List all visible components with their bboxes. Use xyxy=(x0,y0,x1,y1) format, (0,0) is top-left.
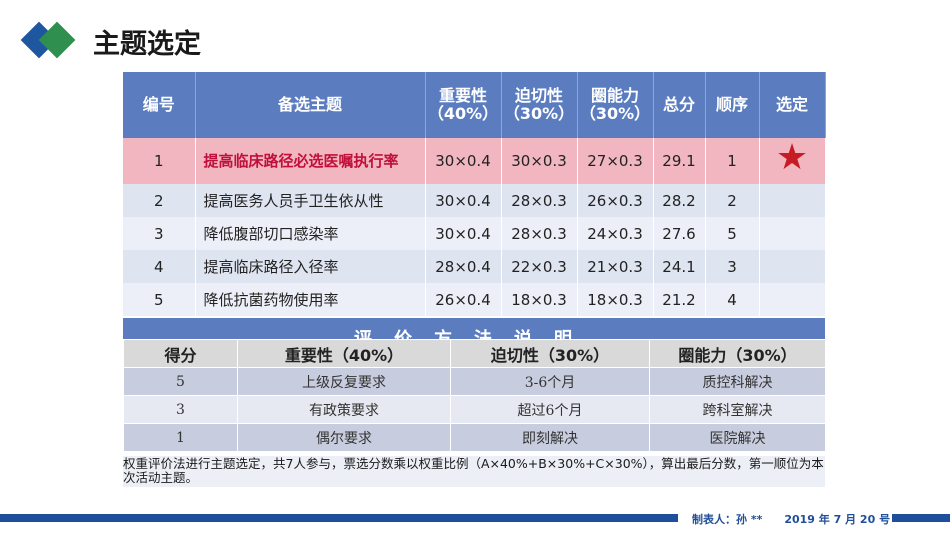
cell-capability: 21×0.3 xyxy=(577,250,654,283)
cell-total: 28.2 xyxy=(653,184,706,217)
cell-selected xyxy=(759,250,826,283)
method-banner: 评价方法说明 xyxy=(123,318,825,339)
cell-topic: 提高医务人员手卫生依从性 xyxy=(195,184,426,217)
cell-importance: 有政策要求 xyxy=(237,395,451,424)
cell-score: 3 xyxy=(123,395,238,424)
cell-importance: 26×0.4 xyxy=(425,283,502,316)
cell-score: 1 xyxy=(123,423,238,452)
header-urgency: 迫切性（30%） xyxy=(450,339,650,368)
header-score: 得分 xyxy=(123,339,238,368)
header-rank: 顺序 xyxy=(705,72,760,138)
table-row: 2 提高医务人员手卫生依从性 30×0.4 28×0.3 26×0.3 28.2… xyxy=(123,184,826,217)
cell-urgency: 18×0.3 xyxy=(501,283,578,316)
cell-urgency: 30×0.3 xyxy=(501,138,578,184)
header-importance: 重要性（40%） xyxy=(237,339,451,368)
method-banner-text: 评价方法说明 xyxy=(123,325,825,339)
cell-total: 24.1 xyxy=(653,250,706,283)
header-importance: 重要性（40%） xyxy=(425,72,502,138)
footer-text: 制表人：孙 ** 2019 年 7 月 20 号 xyxy=(692,511,890,527)
cell-importance: 30×0.4 xyxy=(425,217,502,250)
cell-no: 5 xyxy=(123,283,196,316)
cell-total: 27.6 xyxy=(653,217,706,250)
header-no: 编号 xyxy=(123,72,196,138)
cell-capability: 医院解决 xyxy=(649,423,826,452)
header-total: 总分 xyxy=(653,72,706,138)
footer-author: 制表人：孙 ** xyxy=(692,513,763,526)
table-row: 1 偶尔要求 即刻解决 医院解决 xyxy=(123,423,826,452)
cell-rank: 3 xyxy=(705,250,760,283)
logo xyxy=(20,18,80,62)
cell-no: 2 xyxy=(123,184,196,217)
cell-topic: 提高临床路径必选医嘱执行率 xyxy=(195,138,426,184)
cell-urgency: 3-6个月 xyxy=(450,367,650,396)
star-icon: ★ xyxy=(775,137,809,178)
cell-capability: 跨科室解决 xyxy=(649,395,826,424)
table-row: 3 降低腹部切口感染率 30×0.4 28×0.3 24×0.3 27.6 5 xyxy=(123,217,826,250)
cell-capability: 27×0.3 xyxy=(577,138,654,184)
footer-date: 2019 年 7 月 20 号 xyxy=(784,513,891,526)
cell-topic: 降低抗菌药物使用率 xyxy=(195,283,426,316)
scoring-header-row: 得分 重要性（40%） 迫切性（30%） 圈能力（30%） xyxy=(123,339,826,368)
cell-topic: 降低腹部切口感染率 xyxy=(195,217,426,250)
header-selected: 选定 xyxy=(759,72,826,138)
cell-selected xyxy=(759,283,826,316)
cell-selected xyxy=(759,184,826,217)
topic-selection-table: 编号 备选主题 重要性（40%） 迫切性（30%） 圈能力（30%） 总分 顺序… xyxy=(123,72,826,316)
cell-selected: ★ xyxy=(759,137,826,184)
cell-urgency: 超过6个月 xyxy=(450,395,650,424)
table-row: 5 上级反复要求 3-6个月 质控科解决 xyxy=(123,367,826,396)
cell-topic: 提高临床路径入径率 xyxy=(195,250,426,283)
cell-urgency: 28×0.3 xyxy=(501,184,578,217)
cell-rank: 5 xyxy=(705,217,760,250)
cell-capability: 26×0.3 xyxy=(577,184,654,217)
page-title: 主题选定 xyxy=(93,29,201,60)
table-header-row: 编号 备选主题 重要性（40%） 迫切性（30%） 圈能力（30%） 总分 顺序… xyxy=(123,72,826,138)
cell-no: 1 xyxy=(123,138,196,184)
table-row: 4 提高临床路径入径率 28×0.4 22×0.3 21×0.3 24.1 3 xyxy=(123,250,826,283)
cell-importance: 30×0.4 xyxy=(425,138,502,184)
cell-score: 5 xyxy=(123,367,238,396)
cell-importance: 上级反复要求 xyxy=(237,367,451,396)
cell-capability: 质控科解决 xyxy=(649,367,826,396)
cell-rank: 1 xyxy=(705,138,760,184)
cell-capability: 18×0.3 xyxy=(577,283,654,316)
cell-total: 21.2 xyxy=(653,283,706,316)
cell-urgency: 22×0.3 xyxy=(501,250,578,283)
cell-urgency: 即刻解决 xyxy=(450,423,650,452)
method-note: 权重评价法进行主题选定，共7人参与，票选分数乘以权重比例（A×40%+B×30%… xyxy=(123,456,825,487)
cell-no: 3 xyxy=(123,217,196,250)
cell-rank: 2 xyxy=(705,184,760,217)
table-row: 3 有政策要求 超过6个月 跨科室解决 xyxy=(123,395,826,424)
cell-importance: 30×0.4 xyxy=(425,184,502,217)
cell-capability: 24×0.3 xyxy=(577,217,654,250)
cell-importance: 偶尔要求 xyxy=(237,423,451,452)
header-topic: 备选主题 xyxy=(195,72,426,138)
cell-no: 4 xyxy=(123,250,196,283)
cell-selected xyxy=(759,217,826,250)
scoring-method-table: 得分 重要性（40%） 迫切性（30%） 圈能力（30%） 5 上级反复要求 3… xyxy=(123,339,826,452)
table-row: 1 提高临床路径必选医嘱执行率 30×0.4 30×0.3 27×0.3 29.… xyxy=(123,137,826,184)
cell-total: 29.1 xyxy=(653,138,706,184)
cell-urgency: 28×0.3 xyxy=(501,217,578,250)
header-capability: 圈能力（30%） xyxy=(577,72,654,138)
cell-rank: 4 xyxy=(705,283,760,316)
table-row: 5 降低抗菌药物使用率 26×0.4 18×0.3 18×0.3 21.2 4 xyxy=(123,283,826,316)
footer-bar-left xyxy=(0,514,678,522)
footer-bar-right xyxy=(892,514,950,522)
header-capability: 圈能力（30%） xyxy=(649,339,826,368)
header-urgency: 迫切性（30%） xyxy=(501,72,578,138)
cell-importance: 28×0.4 xyxy=(425,250,502,283)
